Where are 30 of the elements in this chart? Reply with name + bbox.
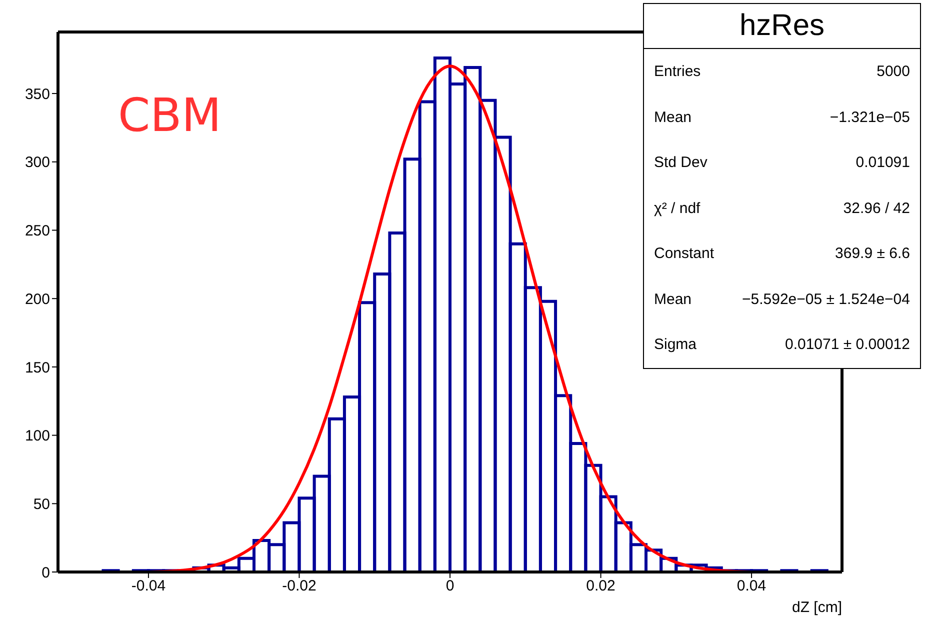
annotation: −5.592e−05 ± 1.524e−04 — [742, 290, 910, 308]
x-tick-label: -0.02 — [282, 578, 316, 595]
y-tick-label: 200 — [24, 290, 50, 308]
x-tick-label: 0.02 — [586, 578, 616, 595]
annotation: 369.9 ± 6.6 — [835, 245, 910, 262]
annotation: Constant — [654, 245, 714, 262]
y-tick-label: 0 — [42, 564, 50, 582]
x-tick-label: 0 — [446, 578, 454, 595]
y-tick-label: 300 — [24, 154, 50, 172]
annotation: CBM — [118, 88, 222, 142]
x-axis-title: dZ [cm] — [792, 599, 842, 616]
x-tick-label: 0.04 — [736, 578, 766, 595]
annotation: χ² / ndf — [654, 200, 700, 217]
annotation: Sigma — [654, 336, 697, 354]
annotation: Mean — [654, 290, 692, 308]
text: 32.96 / 42 — [843, 200, 910, 217]
x-tick-label: -0.04 — [131, 578, 166, 595]
y-tick-label: 100 — [24, 428, 50, 445]
annotation: Entries — [654, 63, 701, 80]
annotation: −1.321e−05 — [830, 108, 910, 126]
y-tick-label: 350 — [24, 86, 50, 103]
text: 5000 — [876, 63, 910, 80]
annotation: Mean — [654, 108, 692, 126]
y-tick-label: 150 — [24, 359, 50, 376]
text: 0.01091 — [856, 154, 910, 172]
y-tick-label: 250 — [24, 222, 50, 240]
annotation: 0.01071 ± 0.00012 — [784, 336, 910, 354]
chart-title: hzRes — [644, 4, 920, 49]
annotation: Std Dev — [654, 154, 708, 172]
y-tick-label: 50 — [33, 496, 50, 513]
